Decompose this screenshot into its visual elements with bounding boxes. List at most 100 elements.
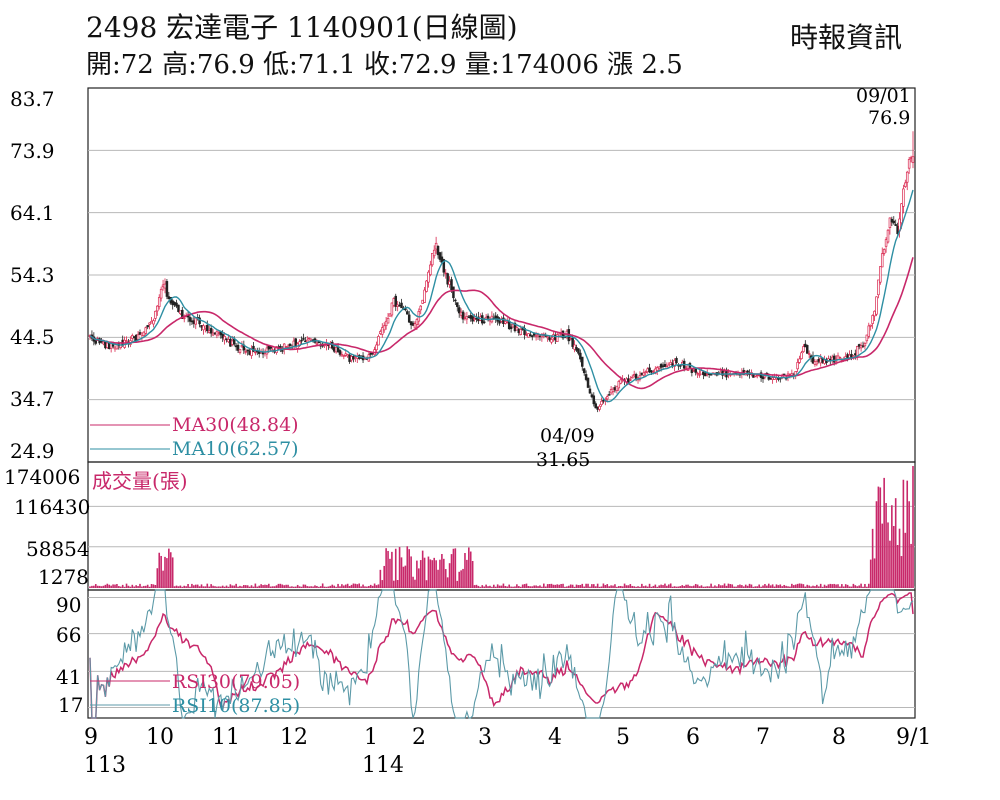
volume-bar (717, 584, 720, 588)
volume-bar (854, 585, 857, 588)
volume-bar (748, 583, 751, 588)
volume-bar (837, 584, 839, 588)
candle-body (577, 348, 580, 354)
candle-body (582, 368, 586, 374)
volume-bar (512, 586, 514, 588)
candle-body (873, 310, 876, 317)
candle-body (202, 325, 205, 331)
volume-tick: 174006 (4, 465, 80, 489)
volume-bar (904, 532, 907, 588)
volume-bar (623, 583, 626, 588)
volume-bar (519, 586, 522, 588)
volume-bar (110, 585, 112, 588)
volume-bar (393, 580, 395, 588)
candle-body (354, 356, 357, 358)
volume-bar (275, 585, 278, 588)
candle-body (673, 359, 676, 367)
volume-bar (254, 583, 257, 588)
volume-bar (514, 586, 516, 588)
candle-body (771, 377, 774, 380)
candle-body (384, 320, 388, 327)
candle-body (475, 317, 478, 320)
volume-bar (792, 585, 795, 588)
volume-bar (368, 585, 370, 588)
candle-body (467, 316, 471, 318)
candle-body (421, 299, 424, 304)
volume-bar (223, 586, 226, 588)
candle-body (606, 396, 609, 400)
candle-body (646, 368, 649, 373)
candle-body (584, 374, 588, 380)
volume-bar (739, 584, 741, 588)
candle-body (125, 340, 128, 342)
candle-body (427, 271, 430, 283)
candle-body (617, 381, 621, 389)
volume-bar (423, 557, 426, 588)
volume-bar (589, 586, 591, 588)
volume-bar (375, 585, 378, 588)
candle-body (506, 321, 509, 324)
volume-bar (543, 583, 545, 588)
candle-body (656, 367, 659, 371)
candle-body (627, 378, 630, 383)
volume-bar (581, 583, 584, 588)
candle-body (596, 406, 599, 410)
volume-bar (225, 585, 228, 588)
volume-bar (294, 586, 297, 588)
candle-body (609, 389, 613, 394)
volume-bar (610, 585, 612, 588)
volume-bar (908, 501, 910, 588)
volume-bar (875, 501, 878, 588)
volume-bar (616, 586, 618, 588)
candle-body (538, 335, 542, 338)
candle-body (154, 310, 157, 319)
month-label: 1 (364, 725, 378, 750)
candle-body (598, 405, 601, 410)
candle-body (663, 364, 667, 367)
price-tick: 54.3 (10, 263, 55, 287)
candle-body (669, 362, 672, 365)
volume-bar (642, 586, 645, 588)
volume-bar (250, 585, 253, 588)
volume-bar (429, 559, 432, 588)
volume-bar (319, 586, 322, 588)
candle-body (642, 372, 646, 376)
volume-bar (821, 587, 824, 588)
volume-bar (408, 549, 411, 588)
volume-bar (331, 584, 334, 588)
candle-body (798, 358, 801, 363)
volume-bar (260, 584, 262, 588)
candle-body (556, 334, 559, 342)
candle-body (859, 345, 863, 349)
candle-body (650, 370, 653, 373)
volume-bar (646, 586, 649, 588)
volume-bar (604, 585, 607, 588)
volume-bar (385, 548, 387, 588)
candle-body (231, 340, 234, 345)
candle-body (431, 252, 434, 266)
volume-bar (894, 498, 897, 588)
candle-body (631, 376, 634, 379)
volume-bar (856, 586, 859, 588)
candle-body (857, 344, 861, 347)
volume-bar (181, 587, 184, 588)
candle-body (882, 249, 886, 254)
volume-bar (406, 546, 409, 588)
volume-bar (104, 584, 107, 588)
volume-bar (671, 586, 674, 588)
candle-body (557, 333, 561, 337)
volume-bar (694, 583, 697, 588)
candle-body (213, 332, 217, 335)
volume-bar (494, 586, 497, 588)
volume-bar (541, 586, 543, 588)
volume-bar (266, 584, 268, 588)
candle-body (904, 182, 907, 187)
volume-bar (881, 523, 884, 588)
year-label: 113 (84, 753, 126, 778)
candle-body (446, 273, 449, 285)
volume-bar (735, 586, 737, 588)
volume-bar (396, 580, 399, 588)
volume-bar (183, 585, 186, 588)
volume-bar (325, 587, 328, 588)
month-label: 12 (280, 725, 308, 750)
